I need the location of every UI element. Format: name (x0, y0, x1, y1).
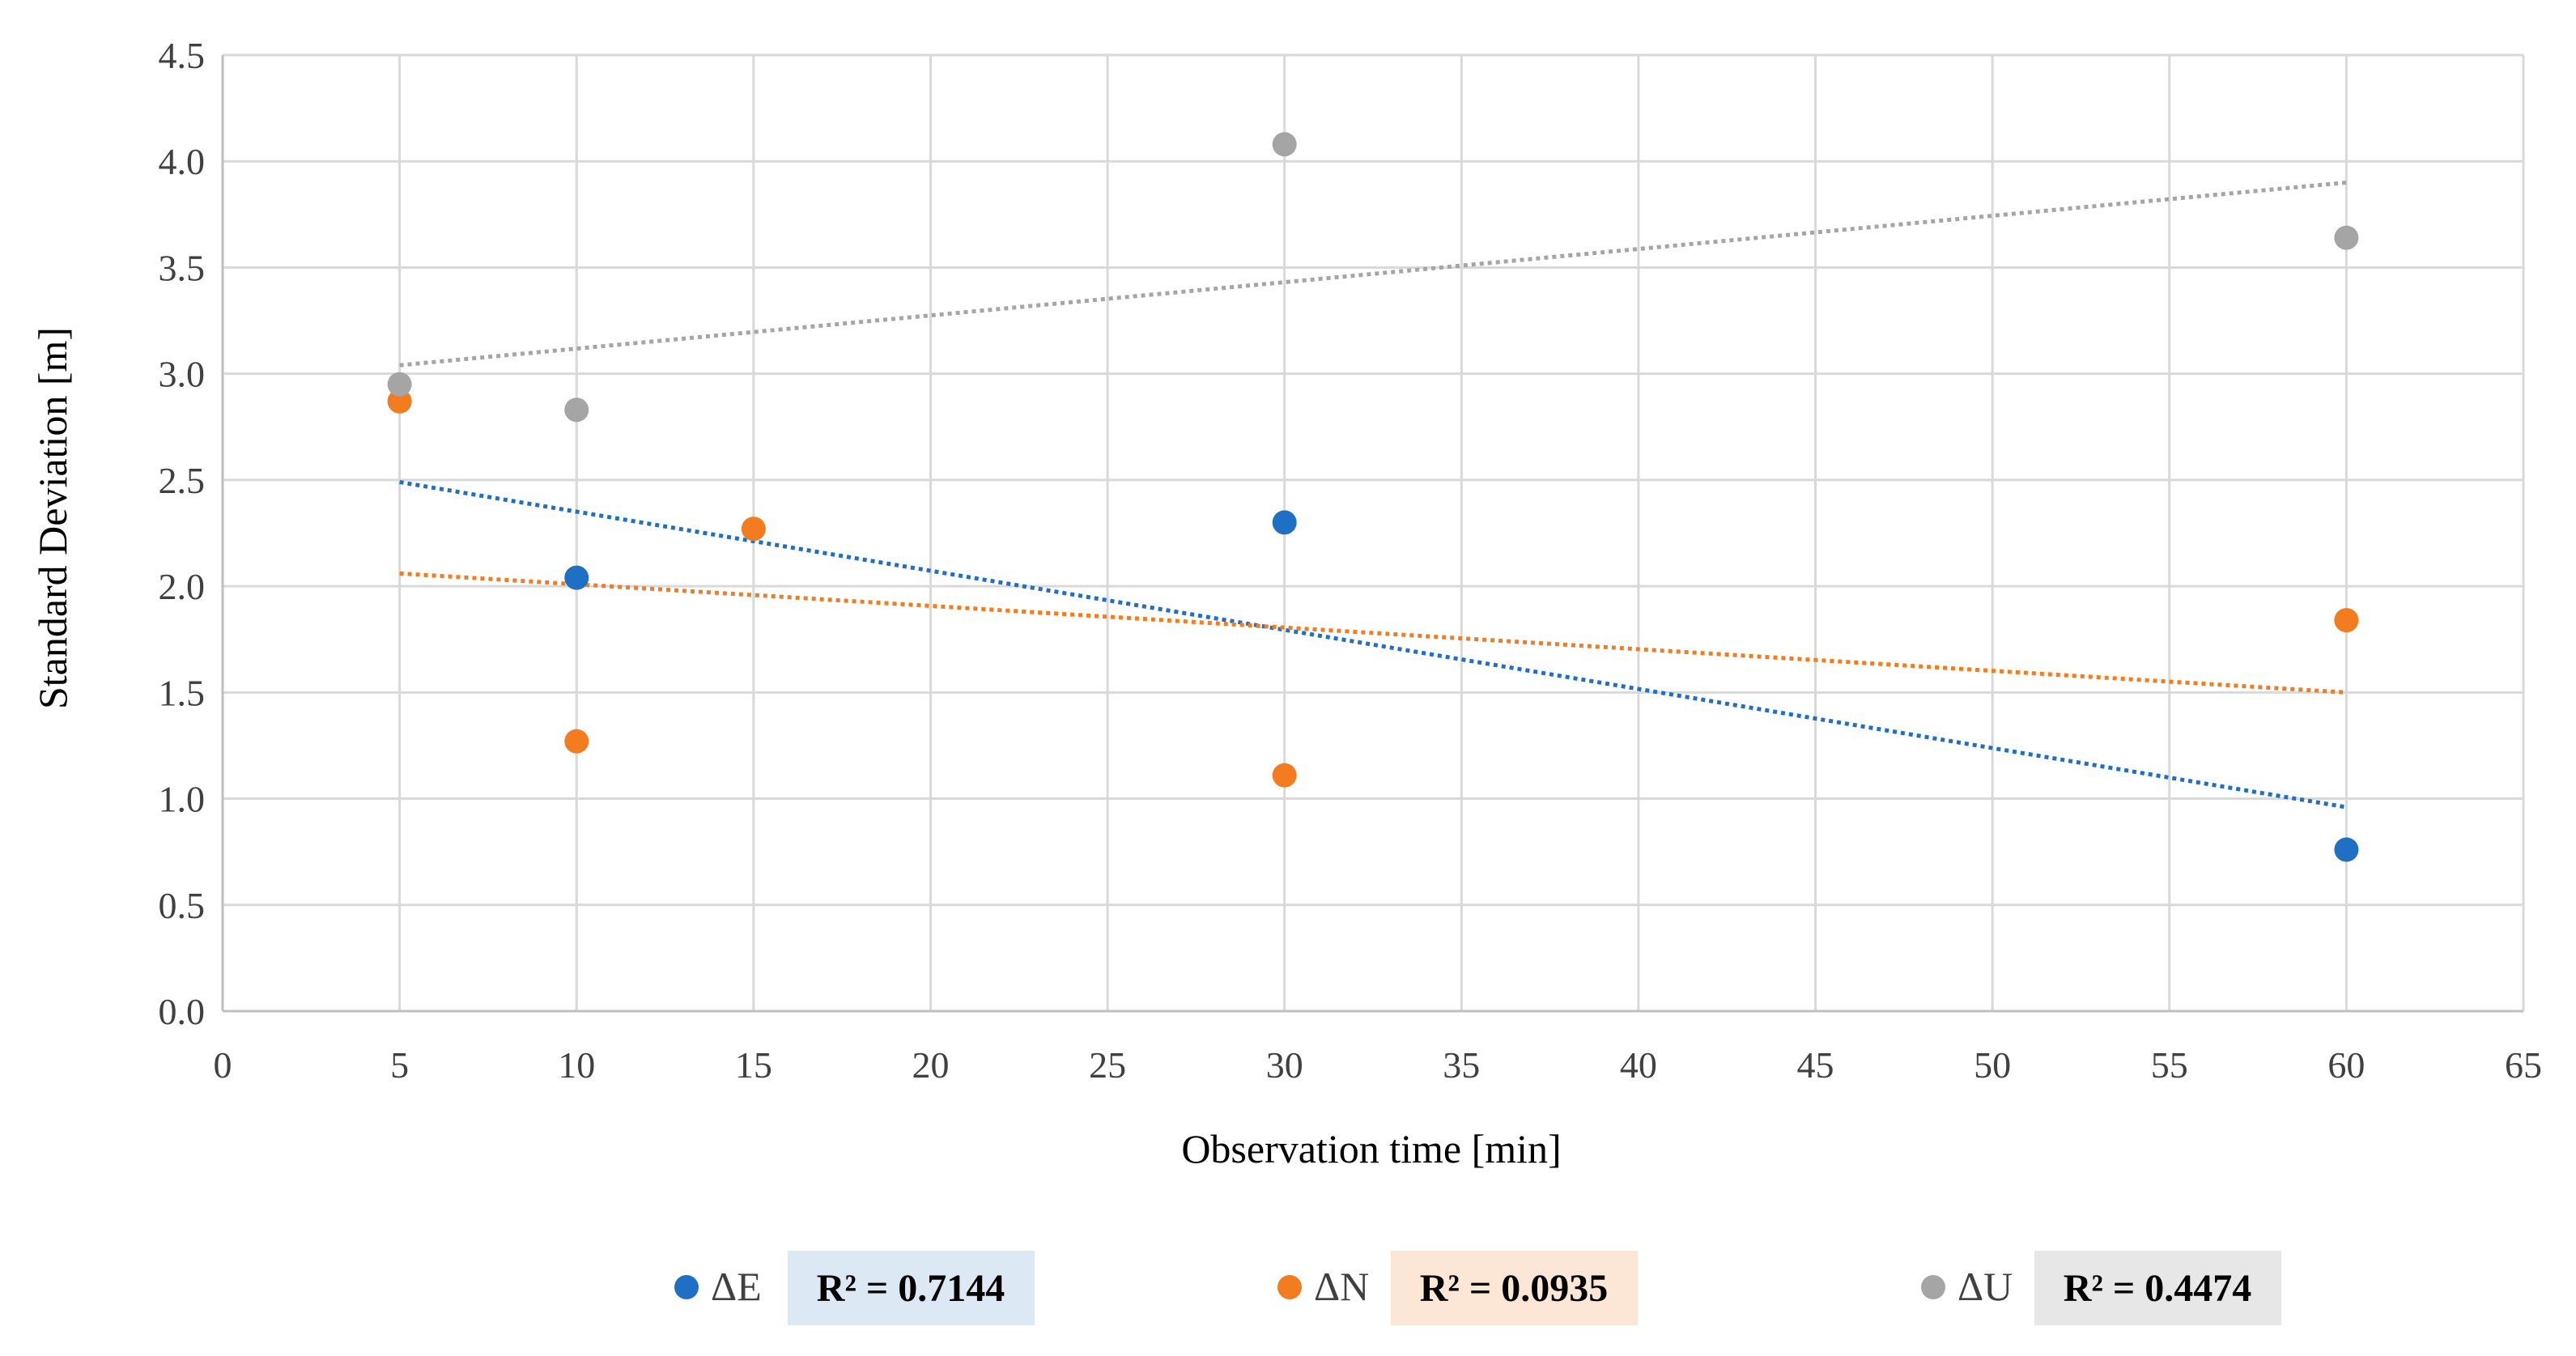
legend-label: ΔU (1958, 1264, 2013, 1309)
x-tick-label: 30 (1266, 1044, 1303, 1086)
legend-item: ΔN R² = 0.0935 (1277, 1251, 1638, 1325)
legend-item: ΔE R² = 0.7144 (674, 1251, 1035, 1325)
x-tick-label: 65 (2505, 1044, 2542, 1086)
x-tick-label: 20 (912, 1044, 949, 1086)
r2-label-box (2034, 1251, 2281, 1325)
data-point-series-2 (2334, 225, 2359, 250)
grid (223, 53, 2525, 1011)
x-tick-label: 50 (1974, 1044, 2011, 1086)
data-point-series-1 (564, 729, 589, 754)
legend-item: ΔU R² = 0.4474 (1921, 1251, 2281, 1325)
trendlines (399, 180, 2347, 810)
x-tick-label: 10 (558, 1044, 595, 1086)
tick-labels: 0 5 10 15 20 25 30 35 40 45 50 55 60 65 0.0 0.5 1.0 1.5 2.… (159, 35, 2543, 1086)
r2-label: R² = 0.7144 (817, 1267, 1005, 1310)
legend-marker (1921, 1275, 1945, 1299)
x-tick-label: 40 (1620, 1044, 1657, 1086)
legend-marker (674, 1275, 699, 1299)
y-tick-label: 4.0 (159, 141, 206, 182)
x-tick-label: 5 (390, 1044, 409, 1086)
legend-marker (1277, 1275, 1302, 1299)
data-point-series-1 (387, 389, 412, 414)
y-tick-label: 1.0 (159, 779, 206, 820)
y-tick-label: 0.0 (159, 991, 206, 1032)
y-tick-label: 3.0 (159, 354, 206, 395)
y-tick-label: 1.5 (159, 672, 206, 713)
y-tick-label: 2.0 (159, 566, 206, 607)
r2-label: R² = 0.0935 (1420, 1267, 1608, 1310)
data-point-series-1 (2334, 608, 2359, 633)
data-points (387, 132, 2359, 862)
legend-label: ΔE (711, 1264, 762, 1309)
data-point-series-0 (2334, 837, 2359, 862)
data-point-series-0 (1272, 510, 1297, 535)
x-axis-title: Observation time [min] (1181, 1126, 1561, 1171)
data-point-series-0 (564, 565, 589, 590)
data-point-series-1 (741, 516, 766, 542)
trendline-series-0 (399, 480, 2347, 810)
r2-label: R² = 0.4474 (2064, 1267, 2251, 1310)
data-point-series-2 (387, 372, 412, 397)
x-tick-label: 35 (1443, 1044, 1480, 1086)
legend: ΔE R² = 0.7144 ΔN R² = 0.0935 ΔU R² = 0.4474 (674, 1251, 2281, 1325)
trendline-series-1 (399, 571, 2347, 695)
data-point-series-2 (1272, 132, 1297, 157)
legend-label: ΔN (1314, 1264, 1369, 1309)
r2-label-box (788, 1251, 1035, 1325)
axes (221, 55, 2523, 1013)
x-tick-label: 0 (214, 1044, 232, 1086)
data-point-series-2 (564, 397, 589, 423)
x-tick-label: 25 (1089, 1044, 1126, 1086)
x-tick-label: 15 (735, 1044, 772, 1086)
x-tick-label: 45 (1797, 1044, 1834, 1086)
y-tick-label: 2.5 (159, 460, 206, 501)
x-tick-label: 60 (2327, 1044, 2365, 1086)
y-tick-label: 3.5 (159, 247, 206, 288)
y-tick-label: 4.5 (159, 35, 206, 76)
y-axis-title: Standard Deviation [m] (30, 327, 75, 709)
data-point-series-1 (1272, 763, 1297, 788)
y-tick-label: 0.5 (159, 885, 206, 926)
x-tick-label: 55 (2151, 1044, 2188, 1086)
trendline-series-2 (399, 180, 2347, 368)
r2-label-box (1391, 1251, 1638, 1325)
